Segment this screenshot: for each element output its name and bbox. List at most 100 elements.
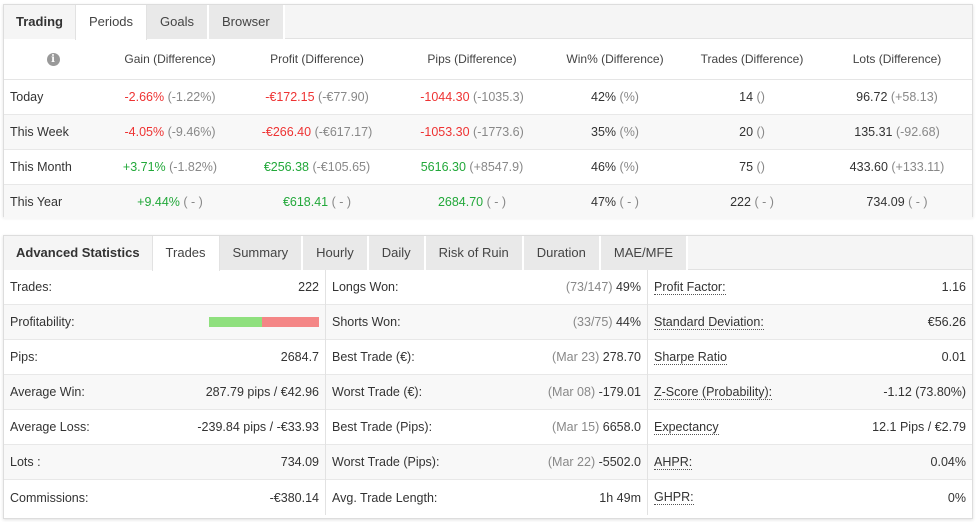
stat-help-label[interactable]: Z-Score (Probability):	[654, 384, 773, 400]
stat-label: Worst Trade (€):	[332, 385, 423, 399]
tab-hourly[interactable]: Hourly	[303, 236, 369, 270]
trading-panel: Trading Periods Goals Browser i Gain (Di…	[3, 4, 973, 219]
cell-gain: +9.44% ( - )	[102, 184, 238, 219]
cell-gain: -4.05% (-9.46%)	[102, 114, 238, 150]
cell-difference: (+58.13)	[890, 89, 938, 104]
cell-difference: ( - )	[619, 194, 639, 209]
stat-row: Z-Score (Probability): -1.12 (73.80%)	[648, 375, 972, 410]
table-row: This Week -4.05% (-9.46%) -€266.40 (-€617.…	[4, 114, 972, 150]
cell-pips: -1053.30 (-1773.6)	[396, 114, 548, 150]
cell-value: 46%	[591, 159, 617, 174]
cell-difference: (-€77.90)	[318, 89, 369, 104]
stat-row: Best Trade (Pips): (Mar 15) 6658.0	[326, 410, 647, 445]
trading-title: Trading	[4, 5, 75, 39]
stat-value: 0%	[947, 490, 966, 505]
cell-value: -4.05%	[124, 124, 165, 139]
cell-value: 75	[739, 159, 754, 174]
stat-subvalue: (Mar 08)	[547, 385, 596, 399]
tab-goals[interactable]: Goals	[147, 5, 209, 39]
cell-value: 20	[739, 124, 754, 139]
trading-tabbar: Trading Periods Goals Browser	[4, 5, 972, 40]
col-trades-header[interactable]: Trades (Difference)	[682, 39, 822, 80]
col-profit-header[interactable]: Profit (Difference)	[238, 39, 396, 80]
cell-value: 47%	[591, 194, 617, 209]
tab-duration[interactable]: Duration	[523, 236, 601, 270]
cell-gain: -2.66% (-1.22%)	[102, 79, 238, 115]
stat-value-group: (Mar 22) -5502.0	[548, 455, 641, 469]
cell-profit: €618.41 ( - )	[238, 184, 396, 219]
stat-label: Avg. Trade Length:	[332, 490, 438, 505]
cell-value: -€172.15	[265, 89, 315, 104]
stat-row: Best Trade (€): (Mar 23) 278.70	[326, 340, 647, 375]
col-pips-header[interactable]: Pips (Difference)	[396, 39, 548, 80]
table-row: This Month +3.71% (-1.82%) €256.38 (-€105.…	[4, 149, 972, 185]
cell-difference: ( - )	[183, 194, 203, 209]
stat-row: Lots : 734.09	[4, 445, 325, 480]
stat-value: €56.26	[927, 315, 966, 329]
tab-browser[interactable]: Browser	[209, 5, 285, 39]
cell-difference: (-€105.65)	[312, 159, 371, 174]
stat-value-group: (73/147) 49%	[566, 280, 641, 294]
stat-label: Profitability:	[10, 315, 75, 329]
stat-row: Sharpe Ratio 0.01	[648, 340, 972, 375]
row-period-label: Today	[4, 79, 102, 115]
cell-difference: (-92.68)	[895, 124, 940, 139]
stat-value: 6658.0	[602, 420, 641, 434]
cell-value: €618.41	[282, 194, 329, 209]
cell-value: 734.09	[866, 194, 905, 209]
tab-periods[interactable]: Periods	[74, 5, 148, 40]
cell-difference: ()	[756, 159, 765, 174]
stat-value: 0.01	[941, 350, 966, 364]
table-row: Today -2.66% (-1.22%) -€172.15 (-€77.90) -1…	[4, 79, 972, 115]
stat-value-group: (Mar 08) -179.01	[548, 385, 641, 399]
cell-difference: (%)	[619, 124, 639, 139]
col-lots-header[interactable]: Lots (Difference)	[822, 39, 972, 80]
stat-label: Commissions:	[10, 490, 89, 505]
stat-value: 2684.7	[280, 350, 319, 364]
stat-label: Pips:	[10, 350, 38, 364]
stat-help-label[interactable]: Sharpe Ratio	[654, 349, 727, 365]
stat-help-label[interactable]: GHPR:	[654, 490, 694, 505]
cell-difference: (%)	[619, 159, 639, 174]
cell-value: 222	[730, 194, 751, 209]
cell-difference: (-1773.6)	[473, 124, 524, 139]
cell-difference: ( - )	[754, 194, 774, 209]
cell-value: 433.60	[849, 159, 888, 174]
stats-column-ratios: Profit Factor: 1.16 Standard Deviation: €56…	[648, 270, 972, 515]
profitability-loss-segment	[261, 317, 319, 327]
stat-help-label[interactable]: AHPR:	[654, 454, 693, 470]
stat-value: 1.16	[941, 280, 966, 294]
cell-value: 5616.30	[420, 159, 466, 174]
cell-trades: 75 ()	[682, 149, 822, 185]
stat-help-label[interactable]: Standard Deviation:	[654, 314, 764, 330]
tab-trades[interactable]: Trades	[151, 236, 220, 271]
cell-win: 42% (%)	[548, 79, 682, 115]
tab-risk-of-ruin[interactable]: Risk of Ruin	[425, 236, 524, 270]
cell-value: 42%	[591, 89, 617, 104]
stat-value: 287.79 pips / €42.96	[205, 385, 319, 399]
tab-daily[interactable]: Daily	[368, 236, 426, 270]
stat-value: -5502.0	[598, 455, 641, 469]
tab-summary[interactable]: Summary	[219, 236, 304, 270]
cell-profit: -€266.40 (-€617.17)	[238, 114, 396, 150]
cell-value: +9.44%	[137, 194, 180, 209]
info-icon[interactable]: i	[46, 53, 60, 67]
col-gain-header[interactable]: Gain (Difference)	[102, 39, 238, 80]
cell-value: 35%	[591, 124, 617, 139]
cell-value: -1044.30	[420, 89, 470, 104]
stat-label: Best Trade (Pips):	[332, 420, 433, 434]
stat-help-label[interactable]: Profit Factor:	[654, 279, 726, 295]
tab-mae-mfe[interactable]: MAE/MFE	[600, 236, 689, 270]
cell-gain: +3.71% (-1.82%)	[102, 149, 238, 185]
cell-value: -2.66%	[124, 89, 165, 104]
stat-label: Lots :	[10, 455, 41, 469]
stat-value-group: (Mar 15) 6658.0	[552, 420, 641, 434]
cell-difference: (-1.82%)	[169, 159, 218, 174]
stat-help-label[interactable]: Expectancy	[654, 419, 719, 435]
cell-profit: -€172.15 (-€77.90)	[238, 79, 396, 115]
stat-row: Profit Factor: 1.16	[648, 270, 972, 305]
stat-row: Average Loss: -239.84 pips / -€33.93	[4, 410, 325, 445]
cell-difference: (-9.46%)	[167, 124, 216, 139]
col-win-header[interactable]: Win% (Difference)	[548, 39, 682, 80]
cell-difference: ( - )	[908, 194, 928, 209]
